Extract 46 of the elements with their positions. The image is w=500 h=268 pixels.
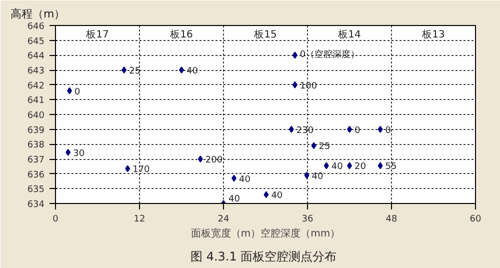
y-tick-label: 635	[27, 185, 45, 196]
annotation: 板15	[253, 28, 277, 40]
annotation: 30	[73, 148, 85, 159]
annotation: 0	[74, 87, 80, 98]
x-tick-label: 36	[302, 214, 314, 224]
annotation: 40	[312, 172, 324, 182]
y-tick-label: 640	[27, 111, 45, 121]
x-tick-label: 24	[218, 214, 230, 224]
annotation: 板17	[85, 28, 109, 40]
y-tick-label: 641	[27, 96, 45, 106]
annotation: 100	[300, 81, 318, 92]
annotation: 板14	[337, 28, 361, 40]
annotation: 0	[354, 126, 360, 136]
y-tick-label: 644	[27, 52, 45, 62]
annotation: 40	[271, 191, 283, 202]
y-tick-label: 642	[27, 81, 45, 92]
annotation: 170	[132, 165, 150, 176]
annotation: 25	[318, 142, 330, 152]
annotation: 40	[331, 162, 344, 172]
annotation: 40	[228, 194, 240, 204]
x-axis-title: 面板宽度（m）空腔深度（mm）	[190, 228, 340, 240]
annotation: 0（空腔深度）	[300, 49, 360, 60]
y-tick-label: 636	[27, 170, 45, 180]
annotation: 板13	[421, 28, 445, 40]
x-tick-label: 48	[386, 214, 398, 224]
x-tick-label: 60	[470, 214, 482, 224]
y-tick-label: 646	[27, 22, 45, 32]
y-tick-label: 645	[27, 36, 45, 47]
x-tick-label: 0	[52, 214, 59, 224]
annotation: 230	[296, 126, 314, 136]
annotation: 55	[385, 162, 397, 172]
annotation: 0	[385, 126, 392, 136]
y-tick-label: 638	[27, 140, 45, 151]
annotation: 200	[205, 156, 223, 166]
annotation: 25	[129, 66, 141, 76]
y-tick-label: 643	[27, 66, 45, 76]
x-tick-label: 12	[134, 214, 146, 224]
y-axis-title: 高程（m）	[10, 8, 66, 20]
text: 图 4.3.1 面板空腔测点分布	[190, 250, 337, 264]
annotation: 20	[354, 162, 366, 172]
annotation: 板16	[169, 28, 193, 40]
y-tick-label: 639	[27, 126, 45, 136]
y-tick-label: 634	[27, 200, 45, 210]
annotation: 40	[239, 174, 251, 185]
y-tick-label: 637	[27, 156, 45, 166]
annotation: 40	[186, 66, 198, 76]
